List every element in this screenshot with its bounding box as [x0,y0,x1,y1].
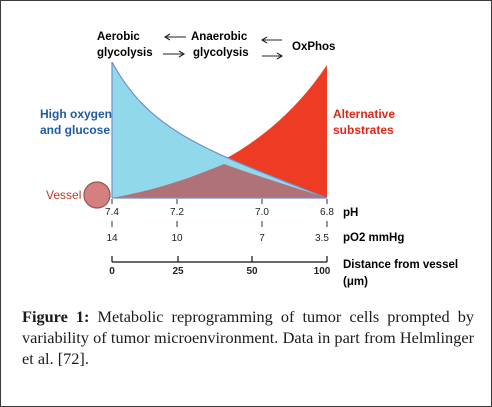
arrow-right-icon [262,52,284,60]
distance-axis-label-line1: Distance from vessel [343,259,458,271]
ph-tick-label: 7.0 [255,207,269,218]
po2-unit-label: pO2 mmHg [343,232,404,244]
oxphos-label: OxPhos [292,41,335,53]
distance-ticks [111,256,328,262]
po2-ticks [111,221,328,227]
caption-text: Metabolic reprogramming of tumor cells p… [22,307,474,368]
vessel-label: Vessel [46,188,81,202]
high-oxygen-region [112,62,327,198]
distance-tick-label: 0 [109,266,115,277]
distance-tick-label: 100 [314,266,331,277]
figure-caption: Figure 1: Metabolic reprogramming of tum… [22,306,474,369]
distance-axis-label-line2: (μm) [343,276,368,288]
aerobic-label-line1: Aerobic [97,31,140,43]
anaerobic-label-line2: glycolysis [193,47,249,59]
anaerobic-label-line1: Anaerobic [191,31,248,43]
ph-ticks [111,199,328,204]
distance-tick-label: 25 [172,266,184,277]
ph-tick-label: 6.8 [320,207,334,218]
po2-tick-label: 7 [259,233,265,244]
arrow-left-icon [163,33,186,41]
high-oxygen-label-line2: and glucose [40,123,110,137]
po2-tick-label: 10 [171,233,183,244]
po2-tick-label: 3.5 [315,233,329,244]
arrow-right-icon [163,50,186,58]
ph-tick-label: 7.4 [105,207,119,218]
ph-tick-label: 7.2 [170,207,184,218]
overlap-region [112,164,327,198]
ph-unit-label: pH [343,207,358,219]
figure-number: Figure 1: [22,307,90,326]
high-oxygen-label-line1: High oxygen [40,107,112,121]
oxygen-curve [111,61,328,199]
alternative-substrates-label-line2: substrates [333,123,394,137]
alternative-substrates-region [112,65,327,198]
vessel-circle [83,181,111,209]
po2-tick-label: 14 [106,233,118,244]
arrow-left-icon [260,36,282,44]
distance-tick-label: 50 [246,266,258,277]
alternative-substrates-label-line1: Alternative [333,107,395,121]
aerobic-label-line2: glycolysis [97,47,153,59]
